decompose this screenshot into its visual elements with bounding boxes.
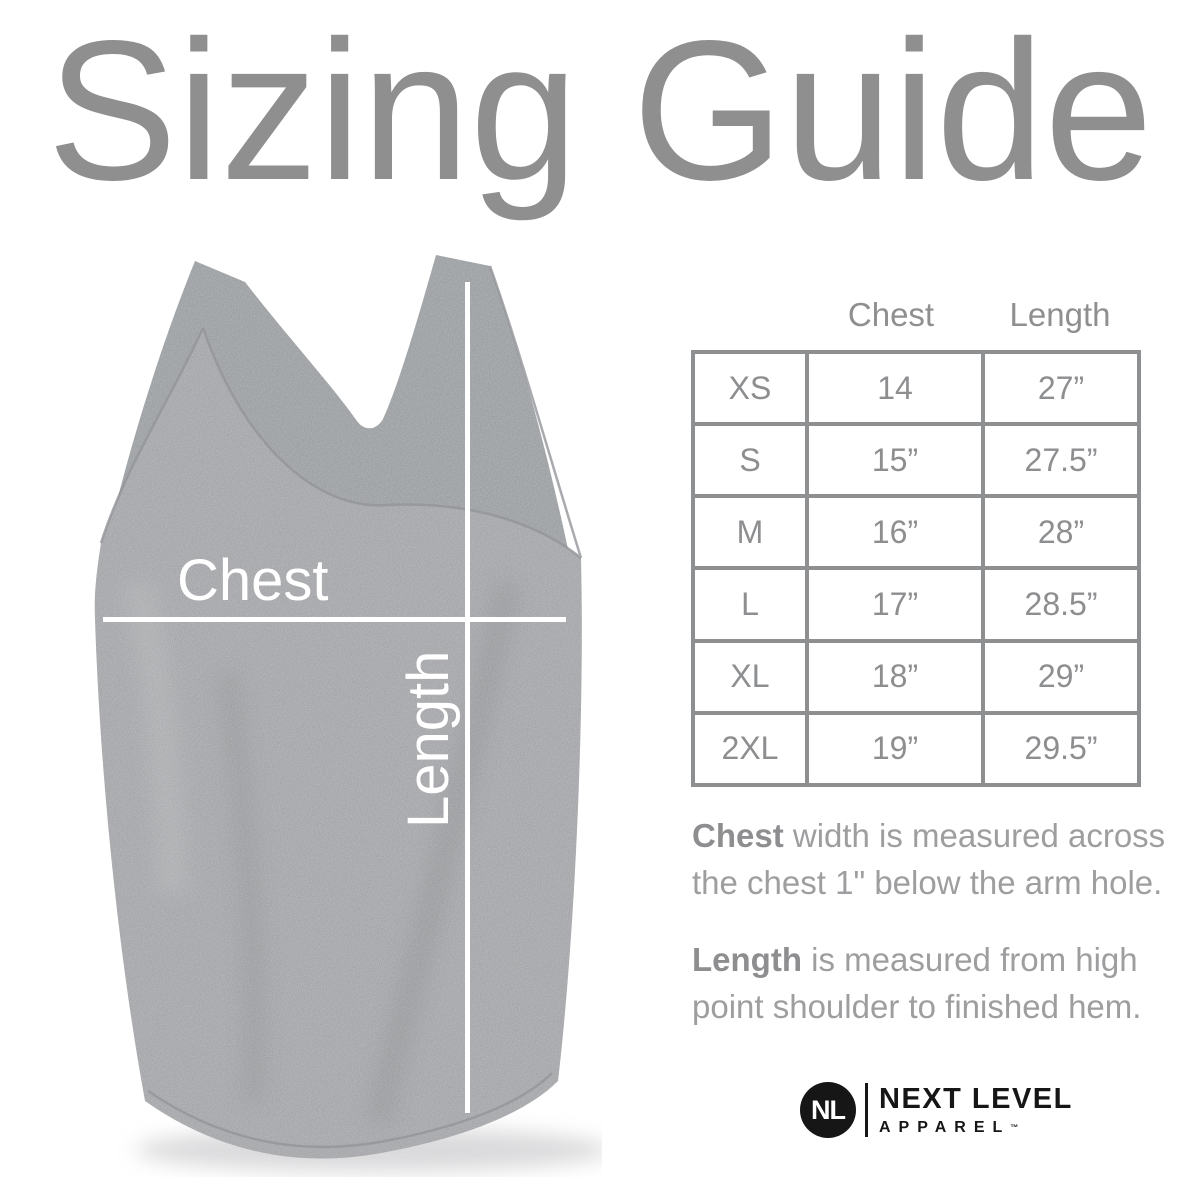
- length-note-text: is measured from high point shoulder to …: [692, 941, 1142, 1025]
- table-header-length: Length: [1009, 296, 1111, 333]
- chest-note-text: width is measured across the chest 1" be…: [692, 817, 1166, 901]
- size-cell: XS: [695, 354, 805, 423]
- chest-cell: 16”: [809, 498, 981, 567]
- length-note-term: Length: [692, 941, 802, 978]
- size-cell: S: [695, 426, 805, 495]
- chest-measure-line: [103, 617, 566, 622]
- chest-note: Chest width is measured across the chest…: [692, 812, 1174, 906]
- length-cell: 28.5”: [985, 570, 1137, 639]
- length-measure-label: Length: [396, 650, 461, 828]
- size-cell: XL: [695, 642, 805, 711]
- logo-divider: [865, 1083, 868, 1137]
- length-cell: 29.5”: [985, 714, 1137, 783]
- tank-top-photo: [78, 253, 602, 1172]
- page-title: Sizing Guide: [47, 0, 1153, 222]
- size-table: XS 14 27” S 15” 27.5” M 16” 28” L 17” 28…: [691, 350, 1141, 787]
- chest-cell: 14: [809, 354, 981, 423]
- logo-wordmark: NEXT LEVEL APPAREL™: [879, 1082, 1073, 1136]
- chest-note-term: Chest: [692, 817, 784, 854]
- next-level-apparel-logo: NL NEXT LEVEL APPAREL™: [800, 1080, 1073, 1140]
- logo-sub-word: APPAREL: [879, 1118, 1011, 1136]
- length-note: Length is measured from high point shoul…: [692, 936, 1174, 1030]
- length-measure-line: [465, 282, 470, 1113]
- length-cell: 27”: [985, 354, 1137, 423]
- nl-monogram-text: NL: [811, 1094, 846, 1125]
- trademark-symbol: ™: [1010, 1122, 1019, 1132]
- length-cell: 27.5”: [985, 426, 1137, 495]
- table-header-chest: Chest: [847, 296, 935, 333]
- tank-seams: [99, 265, 583, 1149]
- chest-cell: 19”: [809, 714, 981, 783]
- nl-monogram-icon: NL: [800, 1082, 856, 1138]
- size-cell: 2XL: [695, 714, 805, 783]
- size-cell: L: [695, 570, 805, 639]
- length-cell: 28”: [985, 498, 1137, 567]
- chest-cell: 15”: [809, 426, 981, 495]
- chest-cell: 17”: [809, 570, 981, 639]
- size-cell: M: [695, 498, 805, 567]
- chest-cell: 18”: [809, 642, 981, 711]
- chest-measure-label: Chest: [177, 548, 329, 613]
- logo-sub-text: APPAREL™: [879, 1118, 1073, 1136]
- logo-brand-text: NEXT LEVEL: [879, 1082, 1073, 1115]
- length-cell: 29”: [985, 642, 1137, 711]
- measurement-notes: Chest width is measured across the chest…: [692, 812, 1174, 1060]
